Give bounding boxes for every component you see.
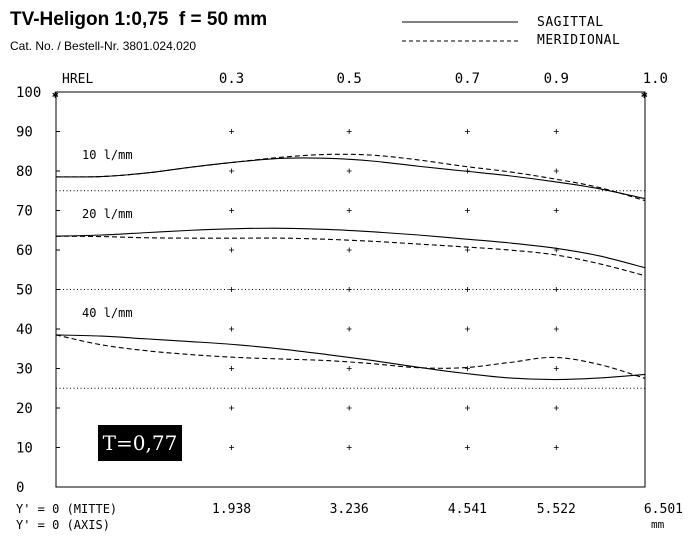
series-line-sagittal-4	[55, 334, 646, 381]
series-frequency-label: 10 l/mm	[82, 148, 133, 162]
series-line-meridional-5	[55, 334, 646, 379]
grid-cross	[229, 208, 235, 213]
grid-cross	[346, 405, 352, 411]
grid-cross	[229, 168, 235, 174]
grid-cross	[346, 129, 352, 134]
grid-cross	[464, 247, 470, 253]
axis-unit-label: mm	[651, 518, 665, 531]
grid-cross	[229, 129, 235, 134]
legend-sagittal-label: SAGITTAL	[537, 15, 604, 30]
grid-cross	[553, 287, 559, 292]
top-tick-label: 0.5	[337, 71, 362, 87]
legend-meridional-label: MERIDIONAL	[537, 33, 621, 48]
grid-cross	[553, 208, 559, 213]
grid-cross	[229, 247, 235, 253]
y-tick-label: 20	[16, 401, 33, 417]
grid-cross	[346, 445, 352, 450]
corner-marker-right: ✱	[641, 88, 648, 101]
grid-cross	[346, 208, 352, 213]
y-tick-label: 30	[16, 362, 33, 378]
y-tick-label: 100	[16, 85, 41, 101]
grid-cross	[229, 445, 235, 450]
grid-cross	[553, 326, 559, 332]
top-axis-label: HREL	[62, 72, 93, 87]
y-tick-label: 10	[16, 441, 33, 457]
y-tick-label: 40	[16, 322, 33, 338]
bottom-tick-label: 6.501	[644, 502, 683, 517]
transmission-badge: T=0,77	[98, 425, 182, 461]
y-tick-label: 50	[16, 283, 33, 299]
grid-cross	[553, 168, 559, 174]
series-line-sagittal-2	[55, 227, 646, 269]
grid-cross	[553, 405, 559, 411]
grid-cross	[346, 326, 352, 332]
bottom-tick-label: 1.938	[212, 502, 251, 517]
grid-cross	[464, 445, 470, 450]
top-tick-label: 0.9	[544, 71, 569, 87]
series-line-meridional-1	[55, 153, 646, 202]
grid-cross	[464, 129, 470, 134]
bottom-tick-label: 3.236	[330, 502, 369, 517]
bottom-tick-label: 4.541	[448, 502, 487, 517]
grid-cross	[346, 247, 352, 253]
y-tick-label: 80	[16, 164, 33, 180]
grid-cross	[464, 405, 470, 411]
axis-footer-line2: Y' = 0 (AXIS)	[16, 518, 110, 532]
series-line-sagittal-0	[55, 157, 646, 200]
chart-title: TV-Heligon 1:0,75 f = 50 mm	[10, 9, 268, 30]
grid-cross	[346, 366, 352, 371]
grid-cross	[229, 326, 235, 332]
y-tick-label: 0	[16, 480, 24, 496]
grid-cross	[553, 129, 559, 134]
grid-cross	[553, 366, 559, 371]
grid-cross	[464, 208, 470, 213]
series-frequency-label: 20 l/mm	[82, 207, 133, 221]
grid-cross	[229, 366, 235, 371]
grid-cross	[229, 405, 235, 411]
series-line-meridional-3	[55, 235, 646, 277]
y-tick-label: 70	[16, 204, 33, 220]
bottom-tick-label: 5.522	[537, 502, 576, 517]
y-tick-label: 60	[16, 243, 33, 259]
corner-marker-left: ✱	[52, 88, 59, 101]
series-frequency-label: 40 l/mm	[82, 306, 133, 320]
top-tick-label: 0.3	[219, 71, 244, 87]
top-tick-label: 0.7	[455, 71, 480, 87]
catalog-number: Cat. No. / Bestell-Nr. 3801.024.020	[10, 39, 197, 53]
grid-cross	[464, 366, 470, 371]
grid-cross	[553, 445, 559, 450]
grid-cross	[346, 168, 352, 174]
top-tick-label: 1.0	[643, 71, 668, 87]
grid-cross	[464, 326, 470, 332]
y-tick-label: 90	[16, 125, 33, 141]
axis-footer-line1: Y' = 0 (MITTE)	[16, 502, 118, 516]
